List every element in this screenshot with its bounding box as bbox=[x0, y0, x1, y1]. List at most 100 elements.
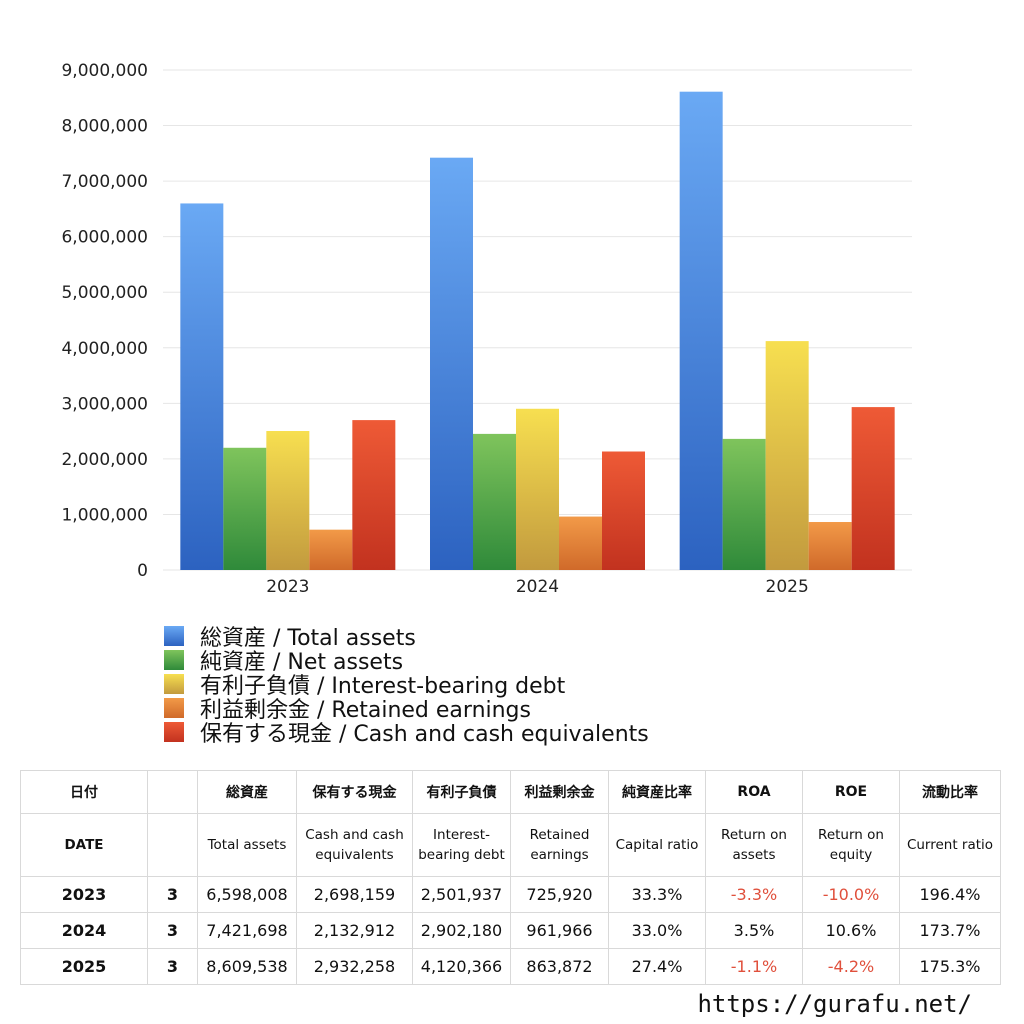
bar-2024-series-3 bbox=[516, 408, 559, 570]
date-cell: 2025 bbox=[20, 948, 148, 985]
legend-label: 純資産 / Net assets bbox=[200, 650, 404, 675]
y-tick-label: 0 bbox=[137, 561, 148, 581]
debt-cell: 2,902,180 bbox=[412, 912, 511, 949]
capital-ratio-cell: 33.3% bbox=[608, 876, 706, 913]
total-assets-cell: 8,609,538 bbox=[197, 948, 297, 985]
bar-2024-series-1 bbox=[430, 157, 473, 570]
roa-cell: -1.1% bbox=[705, 948, 803, 985]
x-tick-label: 2024 bbox=[516, 577, 559, 597]
y-tick-label: 2,000,000 bbox=[61, 450, 148, 470]
table-row: 2025 3 8,609,538 2,932,258 4,120,366 863… bbox=[20, 948, 1001, 985]
bar-2025-series-5 bbox=[851, 407, 895, 570]
legend-label: 総資産 / Total assets bbox=[200, 626, 416, 651]
bar-2024-series-5 bbox=[602, 451, 645, 570]
legend-swatch bbox=[164, 698, 184, 718]
legend-swatch bbox=[164, 626, 184, 646]
y-tick-label: 7,000,000 bbox=[61, 172, 148, 192]
bar-2024-series-2 bbox=[473, 433, 516, 570]
cash-cell: 2,932,258 bbox=[296, 948, 413, 985]
y-tick-label: 8,000,000 bbox=[61, 117, 148, 137]
header-cell: Return on assets bbox=[705, 813, 803, 877]
legend-item: 有利子負債 / Interest-bearing debt bbox=[164, 672, 649, 699]
header-cell: ROA bbox=[705, 770, 803, 814]
y-axis-ticks: 0 1,000,000 2,000,000 3,000,000 4,000,000 5,0… bbox=[61, 61, 148, 581]
bar-2023-series-2 bbox=[223, 447, 267, 570]
header-cell: Total assets bbox=[197, 813, 297, 877]
bar-2023-series-5 bbox=[352, 420, 396, 570]
date-cell: 2023 bbox=[20, 876, 148, 913]
total-assets-cell: 7,421,698 bbox=[197, 912, 297, 949]
retained-cell: 725,920 bbox=[510, 876, 609, 913]
date-cell: 2024 bbox=[20, 912, 148, 949]
roe-cell: -4.2% bbox=[802, 948, 900, 985]
legend-label: 利益剰余金 / Retained earnings bbox=[200, 698, 531, 723]
retained-cell: 961,966 bbox=[510, 912, 609, 949]
debt-cell: 2,501,937 bbox=[412, 876, 511, 913]
debt-cell: 4,120,366 bbox=[412, 948, 511, 985]
bar-2024-series-4 bbox=[559, 516, 602, 570]
capital-ratio-cell: 33.0% bbox=[608, 912, 706, 949]
current-ratio-cell: 175.3% bbox=[899, 948, 1001, 985]
legend-item: 利益剰余金 / Retained earnings bbox=[164, 696, 649, 723]
y-tick-label: 3,000,000 bbox=[61, 394, 148, 414]
header-cell: Return on equity bbox=[802, 813, 900, 877]
header-cell: ROE bbox=[802, 770, 900, 814]
legend-label: 保有する現金 / Cash and cash equivalents bbox=[200, 722, 649, 747]
bar-2025-series-3 bbox=[765, 341, 809, 570]
bars bbox=[180, 91, 895, 571]
bar-2023-series-4 bbox=[309, 529, 353, 570]
header-cell: 純資産比率 bbox=[608, 770, 706, 814]
current-ratio-cell: 196.4% bbox=[899, 876, 1001, 913]
total-assets-cell: 6,598,008 bbox=[197, 876, 297, 913]
legend: 総資産 / Total assets 純資産 / Net assets 有利子負債 … bbox=[164, 624, 649, 747]
y-tick-label: 4,000,000 bbox=[61, 339, 148, 359]
cash-cell: 2,698,159 bbox=[296, 876, 413, 913]
header-cell: 流動比率 bbox=[899, 770, 1001, 814]
header-cell: 保有する現金 bbox=[296, 770, 413, 814]
legend-item: 総資産 / Total assets bbox=[164, 624, 649, 651]
header-cell: DATE bbox=[20, 813, 148, 877]
bar-2025-series-1 bbox=[679, 91, 723, 571]
legend-swatch bbox=[164, 674, 184, 694]
y-tick-label: 5,000,000 bbox=[61, 283, 148, 303]
legend-item: 保有する現金 / Cash and cash equivalents bbox=[164, 720, 649, 747]
roe-cell: 10.6% bbox=[802, 912, 900, 949]
x-axis-ticks: 2023 2024 2025 bbox=[266, 577, 809, 597]
bar-2023-series-1 bbox=[180, 203, 224, 570]
financial-table: 日付 総資産 保有する現金 有利子負債 利益剰余金 純資産比率 ROA ROE … bbox=[20, 770, 1001, 985]
header-cell bbox=[147, 770, 198, 814]
header-cell bbox=[147, 813, 198, 877]
table-header-en: DATE Total assets Cash and cash equivale… bbox=[20, 813, 1001, 877]
table-header-jp: 日付 総資産 保有する現金 有利子負債 利益剰余金 純資産比率 ROA ROE … bbox=[20, 770, 1001, 814]
header-cell: 日付 bbox=[20, 770, 148, 814]
header-cell: Current ratio bbox=[899, 813, 1001, 877]
header-cell: 有利子負債 bbox=[412, 770, 511, 814]
header-cell: Cash and cash equivalents bbox=[296, 813, 413, 877]
legend-item: 純資産 / Net assets bbox=[164, 648, 649, 675]
quarter-cell: 3 bbox=[147, 876, 198, 913]
legend-label: 有利子負債 / Interest-bearing debt bbox=[200, 674, 566, 699]
header-cell: Interest-bearing debt bbox=[412, 813, 511, 877]
y-tick-label: 6,000,000 bbox=[61, 228, 148, 248]
site-url: https://gurafu.net/ bbox=[697, 990, 972, 1018]
bar-2025-series-4 bbox=[808, 522, 852, 570]
quarter-cell: 3 bbox=[147, 948, 198, 985]
table-row: 2023 3 6,598,008 2,698,159 2,501,937 725… bbox=[20, 876, 1001, 913]
y-tick-label: 9,000,000 bbox=[61, 61, 148, 81]
table-row: 2024 3 7,421,698 2,132,912 2,902,180 961… bbox=[20, 912, 1001, 949]
bar-chart: 0 1,000,000 2,000,000 3,000,000 4,000,000 5,0… bbox=[61, 61, 912, 597]
roa-cell: 3.5% bbox=[705, 912, 803, 949]
y-tick-label: 1,000,000 bbox=[61, 505, 148, 525]
legend-swatch bbox=[164, 650, 184, 670]
current-ratio-cell: 173.7% bbox=[899, 912, 1001, 949]
header-cell: Retained earnings bbox=[510, 813, 609, 877]
bar-2025-series-2 bbox=[722, 438, 766, 570]
roa-cell: -3.3% bbox=[705, 876, 803, 913]
legend-swatch bbox=[164, 722, 184, 742]
x-tick-label: 2025 bbox=[766, 577, 809, 597]
header-cell: Capital ratio bbox=[608, 813, 706, 877]
retained-cell: 863,872 bbox=[510, 948, 609, 985]
roe-cell: -10.0% bbox=[802, 876, 900, 913]
bar-2023-series-3 bbox=[266, 431, 310, 570]
header-cell: 利益剰余金 bbox=[510, 770, 609, 814]
